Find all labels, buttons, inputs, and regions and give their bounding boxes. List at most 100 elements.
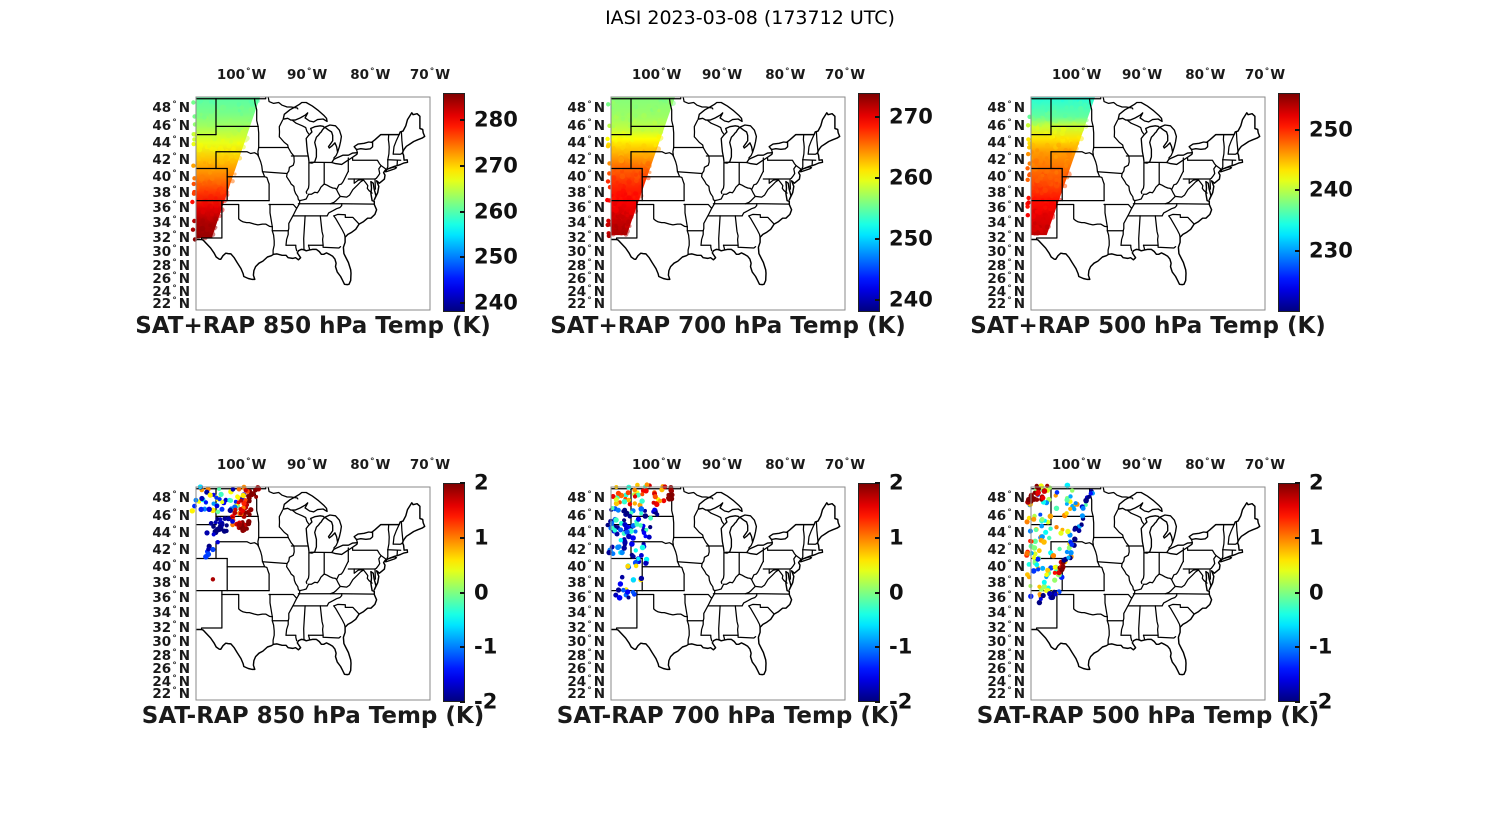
- lat-tick-label: 30° N: [557, 634, 605, 650]
- state-border: [1142, 634, 1177, 639]
- colorbar-tick: [1295, 646, 1300, 649]
- colorbar-tick: [1295, 482, 1300, 484]
- state-border: [353, 568, 365, 574]
- lat-tick-hemisphere: N: [178, 184, 190, 201]
- lat-tick-value: 32: [152, 230, 172, 247]
- lon-tick-value: 70: [824, 67, 844, 83]
- state-border: [335, 188, 341, 198]
- lake-outline: [1159, 124, 1178, 153]
- state-border: [741, 203, 758, 217]
- colorbar: [858, 93, 880, 312]
- lat-tick-value: 26: [567, 661, 587, 678]
- state-border: [392, 542, 404, 545]
- colorbar-tick: [460, 482, 465, 484]
- lon-tick-value: 80: [350, 67, 370, 83]
- degree-symbol: °: [587, 200, 592, 211]
- coastline: [196, 112, 426, 286]
- state-border: [700, 146, 716, 246]
- lat-tick-value: 46: [987, 507, 1007, 524]
- lon-tick-value: 100: [631, 67, 661, 83]
- state-border: [1031, 97, 1134, 110]
- state-border: [221, 593, 273, 618]
- lat-tick-hemisphere: N: [178, 135, 190, 152]
- panel-title: SAT+RAP 850 hPa Temp (K): [135, 313, 491, 339]
- state-border: [303, 605, 306, 641]
- lon-tick-hemisphere: W: [375, 67, 391, 83]
- degree-symbol: °: [370, 67, 375, 77]
- observation-points: [1024, 482, 1095, 606]
- lat-tick-label: 36° N: [557, 590, 605, 606]
- temperature-swath: [196, 97, 261, 238]
- state-border: [1161, 593, 1178, 607]
- lake-outline: [739, 124, 758, 153]
- basemap: [611, 97, 841, 286]
- lat-tick-value: 42: [567, 542, 587, 559]
- degree-symbol: °: [172, 152, 177, 163]
- state-border: [615, 589, 638, 631]
- lat-tick-label: 40° N: [977, 169, 1025, 185]
- degree-symbol: °: [587, 525, 592, 536]
- lat-tick-label: 32° N: [557, 620, 605, 636]
- lat-tick-label: 22° N: [977, 296, 1025, 312]
- map-frame: [1030, 486, 1266, 701]
- state-border: [257, 125, 260, 157]
- lat-tick-label: 24° N: [557, 674, 605, 690]
- state-border: [1088, 98, 1094, 128]
- colorbar-tick: [875, 482, 880, 484]
- lat-tick-value: 40: [152, 168, 172, 185]
- state-border: [676, 561, 703, 565]
- lake-outline: [746, 152, 774, 166]
- state-border: [676, 171, 703, 175]
- degree-symbol: °: [172, 230, 177, 241]
- state-border: [1140, 161, 1145, 195]
- lake-outline: [1219, 166, 1233, 173]
- lat-tick-hemisphere: N: [1013, 507, 1025, 524]
- state-border: [335, 578, 341, 588]
- lake-outline: [697, 101, 743, 123]
- basemap: [196, 97, 426, 286]
- lat-tick-label: 24° N: [142, 674, 190, 690]
- state-border: [333, 213, 360, 225]
- degree-symbol: °: [1007, 605, 1012, 616]
- lat-tick-value: 44: [567, 525, 587, 542]
- lat-tick-value: 26: [567, 271, 587, 288]
- lat-tick-value: 28: [152, 647, 172, 664]
- lon-tick-value: 90: [1122, 457, 1141, 473]
- degree-symbol: °: [785, 67, 790, 77]
- panel-sat-minus-rap-700: 100°W 90°W 80°W 70°W 48° N 46° N 44° N 42° N 40° N 38°…: [546, 445, 936, 745]
- colorbar-tick: [460, 119, 465, 122]
- lat-tick-hemisphere: N: [593, 215, 605, 232]
- lat-tick-hemisphere: N: [178, 686, 190, 703]
- state-border: [1138, 215, 1141, 251]
- lat-tick-hemisphere: N: [178, 525, 190, 542]
- degree-symbol: °: [1007, 574, 1012, 585]
- lat-tick-hemisphere: N: [1013, 215, 1025, 232]
- lat-tick-hemisphere: N: [593, 168, 605, 185]
- colorbar-tick: [460, 646, 465, 649]
- state-border: [1227, 542, 1239, 545]
- lon-tick-label: 80°W: [1185, 67, 1225, 83]
- state-border: [807, 152, 819, 155]
- state-border: [1050, 541, 1095, 547]
- degree-symbol: °: [370, 457, 375, 467]
- lat-tick-value: 24: [567, 283, 587, 300]
- lake-outline: [305, 515, 326, 554]
- lon-tick-hemisphere: W: [1147, 457, 1163, 473]
- lon-tick-label: 80°W: [765, 457, 805, 473]
- degree-symbol: °: [587, 507, 592, 518]
- lat-tick-value: 24: [987, 283, 1007, 300]
- colorbar-tick: [1295, 250, 1300, 253]
- lat-tick-value: 44: [987, 135, 1007, 152]
- degree-symbol: °: [1007, 296, 1012, 307]
- panel-sat-minus-rap-500: 100°W 90°W 80°W 70°W 48° N 46° N 44° N 42° N 40° N 38°…: [966, 445, 1356, 745]
- colorbar-tick: [1295, 536, 1300, 539]
- state-border: [1154, 605, 1159, 636]
- lat-tick-label: 46° N: [142, 508, 190, 524]
- state-border: [1103, 593, 1133, 599]
- lat-tick-value: 32: [567, 230, 587, 247]
- lon-tick-hemisphere: W: [1086, 457, 1102, 473]
- lat-tick-hemisphere: N: [1013, 605, 1025, 622]
- degree-symbol: °: [587, 257, 592, 268]
- degree-symbol: °: [587, 489, 592, 500]
- state-border: [400, 521, 404, 542]
